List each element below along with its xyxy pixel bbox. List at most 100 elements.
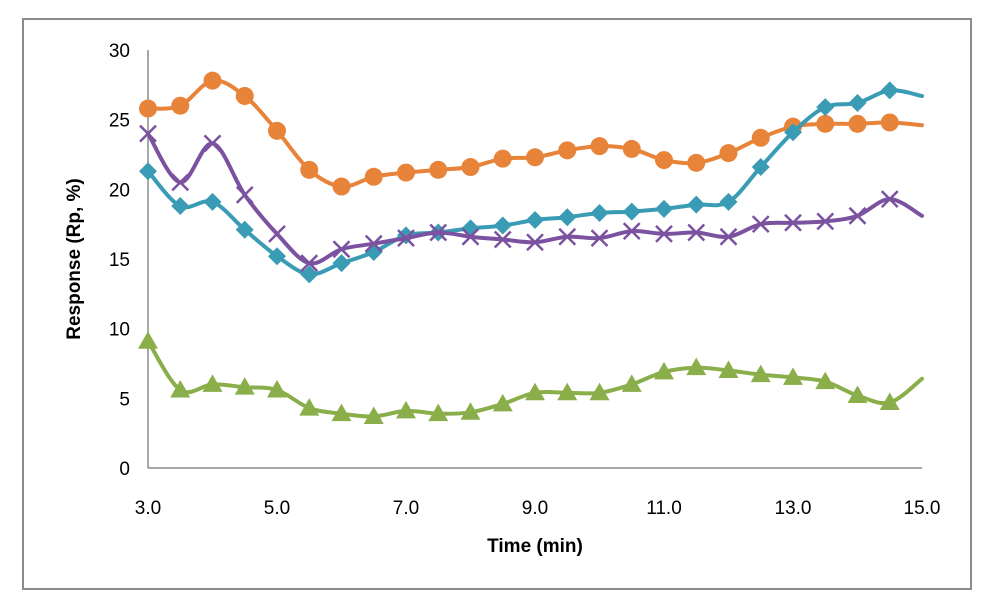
data-point <box>396 400 416 419</box>
data-point <box>848 206 867 225</box>
data-point <box>655 151 673 170</box>
series-green-triangle <box>138 331 924 424</box>
data-point <box>300 265 319 284</box>
data-point <box>816 114 835 133</box>
data-point <box>526 148 544 167</box>
data-point <box>171 96 190 115</box>
data-point <box>202 374 223 392</box>
data-point <box>139 99 157 118</box>
data-point <box>171 173 190 192</box>
data-point <box>621 374 642 392</box>
data-point <box>526 233 544 252</box>
data-point <box>428 403 449 422</box>
data-point <box>363 406 384 424</box>
data-point <box>138 331 158 349</box>
data-point <box>331 403 352 422</box>
data-point <box>139 162 157 181</box>
data-point <box>687 223 706 242</box>
data-point <box>235 220 254 239</box>
data-point <box>718 360 739 378</box>
data-point <box>460 402 481 420</box>
axes <box>147 50 922 469</box>
data-point <box>848 93 867 112</box>
data-point <box>234 377 255 395</box>
data-point <box>751 215 770 234</box>
data-point <box>268 121 286 140</box>
data-point <box>848 114 867 133</box>
series-teal-diamond <box>139 81 924 284</box>
y-axis-title: Response (Rp, %) <box>64 178 85 340</box>
y-tick-label: 10 <box>109 320 130 341</box>
y-tick-label: 25 <box>109 111 130 132</box>
data-point <box>268 225 286 243</box>
x-tick-label: 11.0 <box>646 498 682 519</box>
data-point <box>235 86 254 105</box>
data-point <box>783 367 803 385</box>
series-purple-x <box>139 124 924 273</box>
data-point <box>557 382 578 401</box>
data-point <box>879 392 900 411</box>
data-point <box>751 128 770 147</box>
data-point <box>203 192 222 211</box>
x-tick-label: 15.0 <box>904 498 941 519</box>
data-point <box>300 160 319 179</box>
data-point <box>364 234 383 253</box>
data-point <box>364 167 383 186</box>
data-point <box>816 98 835 117</box>
data-point <box>590 204 609 223</box>
data-point <box>719 144 738 163</box>
y-tick-label: 5 <box>119 389 130 410</box>
data-point <box>880 81 899 100</box>
data-point <box>590 229 609 247</box>
y-tick-label: 30 <box>109 41 130 62</box>
data-point <box>784 123 802 142</box>
data-point <box>622 222 641 241</box>
y-tick-labels: 0 5 10 15 20 25 30 <box>109 41 130 480</box>
data-point <box>203 71 222 90</box>
data-point <box>461 227 480 246</box>
data-point <box>590 137 609 156</box>
data-point <box>300 254 319 273</box>
data-point <box>397 229 415 247</box>
series-line <box>146 78 924 189</box>
data-point <box>686 357 707 376</box>
data-point <box>655 225 673 243</box>
data-point <box>332 254 351 273</box>
data-point <box>622 139 641 158</box>
x-tick-label: 7.0 <box>393 498 419 519</box>
x-tick-label: 3.0 <box>135 498 161 519</box>
data-point <box>493 216 512 235</box>
data-point <box>558 227 577 246</box>
data-point <box>719 227 738 246</box>
data-point <box>267 379 287 398</box>
data-point <box>847 385 868 404</box>
y-tick-label: 0 <box>119 459 130 480</box>
data-point <box>332 177 351 196</box>
data-point <box>171 197 190 216</box>
data-point <box>429 223 448 242</box>
data-point <box>880 113 899 132</box>
data-point <box>203 134 222 153</box>
data-point <box>719 192 738 211</box>
y-tick-label: 20 <box>109 180 130 201</box>
data-point <box>332 240 351 259</box>
y-tick-label: 15 <box>109 250 130 271</box>
series-orange-circle <box>139 71 924 196</box>
data-point <box>139 124 157 143</box>
data-point <box>493 149 512 168</box>
data-point <box>880 190 899 208</box>
x-axis-title: Time (min) <box>487 536 583 557</box>
data-point <box>525 382 545 401</box>
data-point <box>622 202 641 221</box>
data-point <box>299 398 320 416</box>
data-point <box>654 361 674 380</box>
data-point <box>687 153 706 172</box>
data-point <box>751 158 770 177</box>
data-point <box>235 186 254 204</box>
data-point <box>750 364 771 383</box>
x-tick-labels: 3.0 5.0 7.0 9.0 11.0 13.0 15.0 <box>135 498 941 519</box>
x-tick-label: 9.0 <box>522 498 548 519</box>
data-point <box>493 230 512 249</box>
data-point <box>687 195 706 214</box>
